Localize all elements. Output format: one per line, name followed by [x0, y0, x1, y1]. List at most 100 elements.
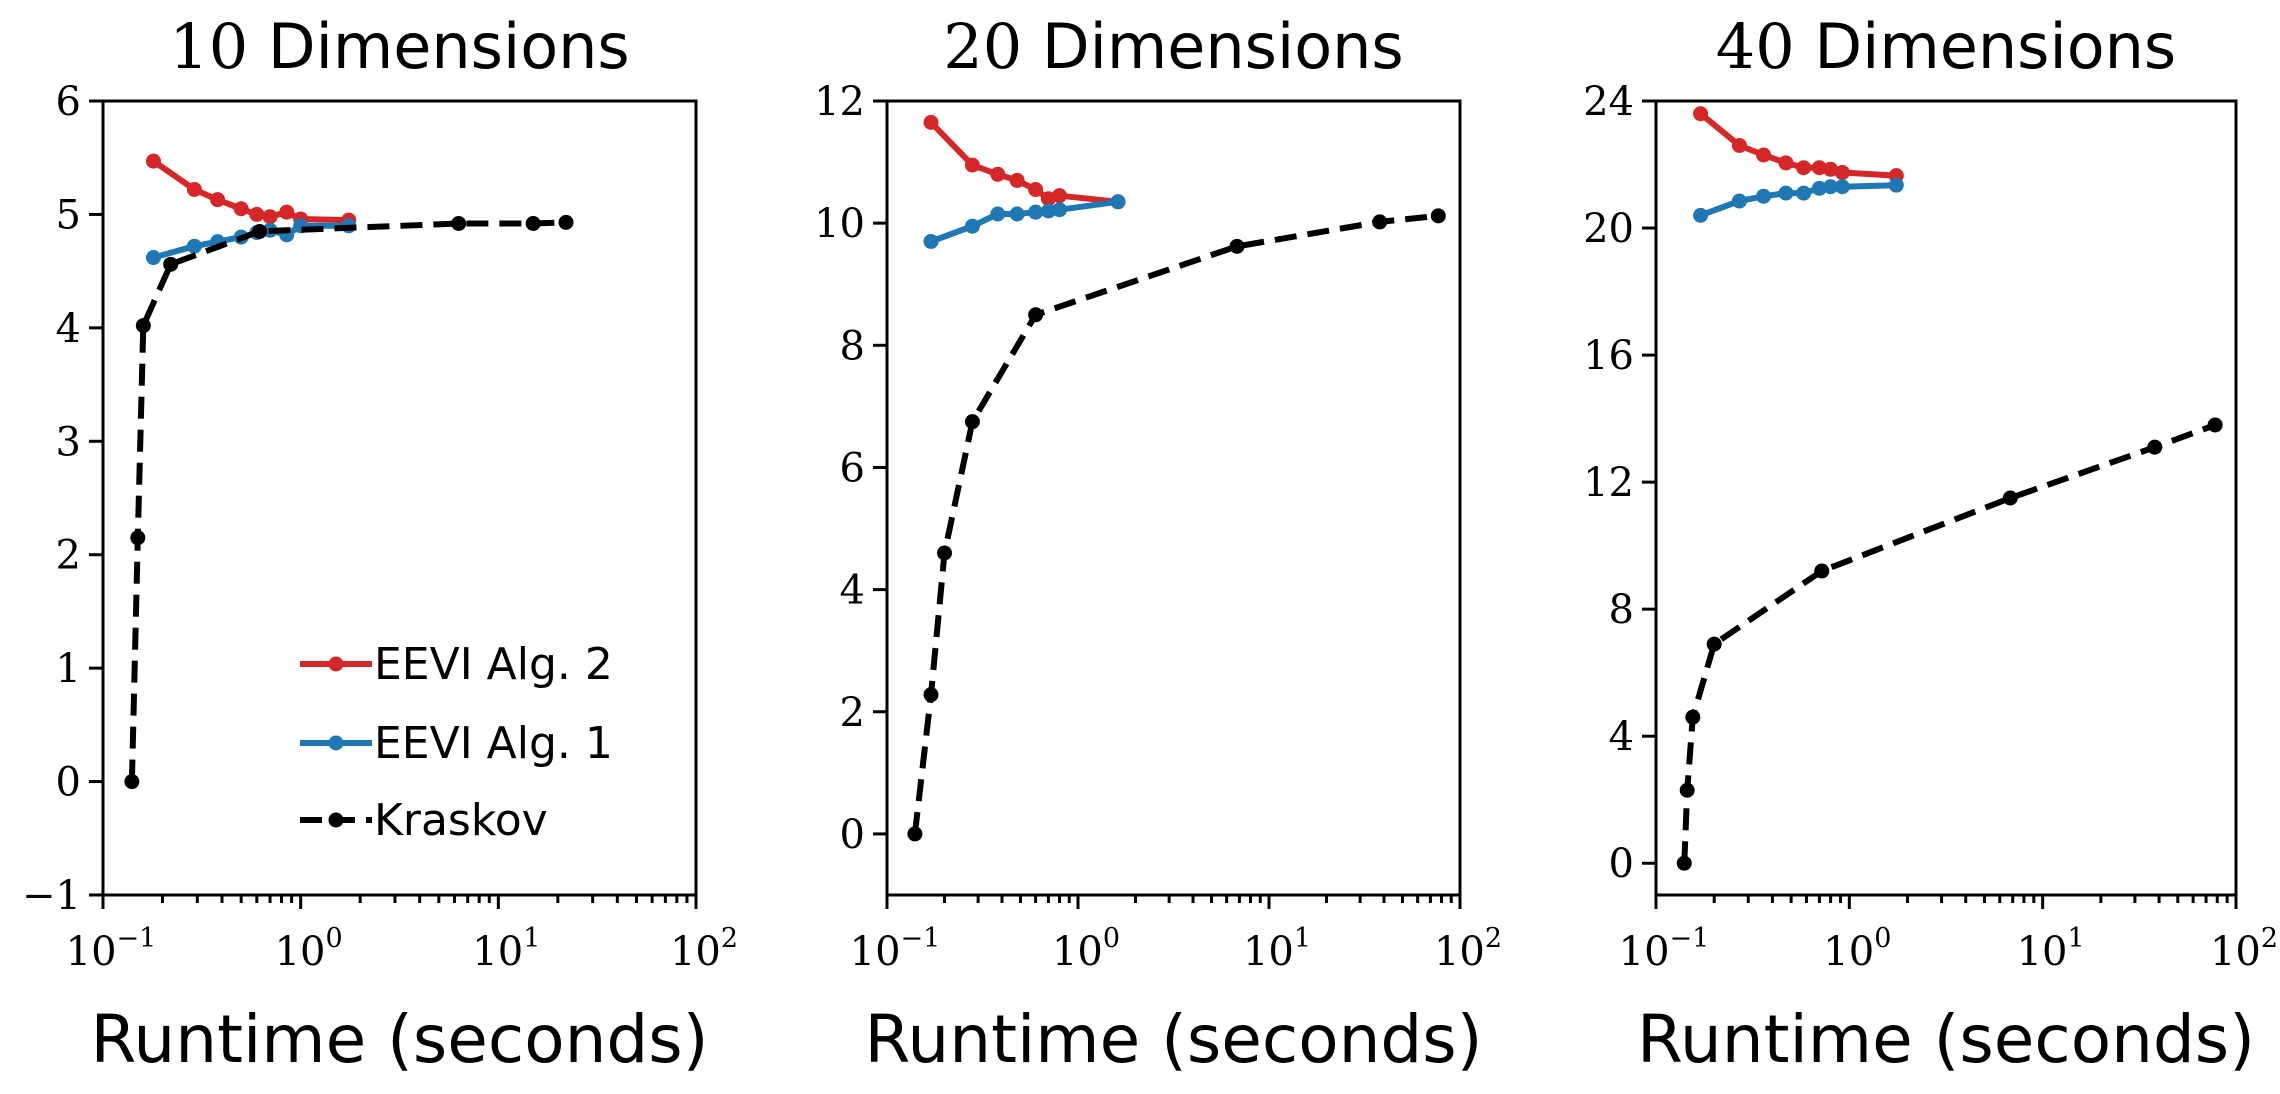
- data-point: [1888, 177, 1904, 193]
- data-point: [1834, 179, 1850, 195]
- series-line-kraskov: [128, 219, 567, 782]
- data-point: [2002, 490, 2018, 506]
- data-point: [1706, 636, 1722, 652]
- x-tick-base: 10: [1434, 929, 1485, 975]
- y-tick-label: 24: [1583, 79, 1634, 125]
- legend-label: Kraskov: [374, 795, 548, 846]
- legend-swatch-marker: [328, 656, 344, 672]
- data-point: [936, 545, 952, 561]
- y-tick-label: 0: [1609, 841, 1634, 887]
- x-tick-label: 100: [1823, 923, 1891, 975]
- chart-title-text: Dimensions: [1814, 10, 2176, 83]
- x-tick-exponent: 2: [721, 923, 738, 954]
- data-point: [1685, 709, 1701, 725]
- data-point: [210, 192, 226, 208]
- data-point: [145, 153, 161, 169]
- x-axis-label: Runtime (seconds): [865, 1001, 1483, 1078]
- data-point: [451, 216, 467, 232]
- x-tick-exponent: −1: [117, 923, 157, 954]
- series-line-eevi-alg-2: [928, 120, 1119, 205]
- y-tick-label: 8: [1609, 587, 1634, 633]
- x-tick-exponent: 0: [326, 923, 343, 954]
- axes-frame: [885, 99, 1462, 897]
- data-point: [2147, 439, 2163, 455]
- x-tick-base: 10: [2017, 929, 2068, 975]
- x-axis-label: Runtime (seconds): [91, 1001, 709, 1078]
- data-point: [1731, 137, 1747, 153]
- data-point: [923, 114, 939, 130]
- x-tick-base: 10: [275, 929, 326, 975]
- data-point: [1796, 185, 1812, 201]
- x-tick-label: 101: [2017, 923, 2085, 975]
- x-tick-label: 10−1: [66, 923, 157, 975]
- series-line-kraskov: [911, 212, 1439, 835]
- data-point: [1823, 179, 1839, 195]
- x-tick-exponent: 2: [1485, 923, 1502, 954]
- data-point: [990, 206, 1006, 222]
- data-point: [923, 687, 939, 703]
- data-point: [907, 826, 923, 842]
- legend-swatch-marker: [328, 812, 344, 828]
- x-tick-base: 10: [1243, 929, 1294, 975]
- y-tick-label: 0: [56, 760, 81, 806]
- data-point: [525, 216, 541, 232]
- data-point: [249, 206, 265, 222]
- data-point: [923, 233, 939, 249]
- x-tick-label: 102: [2210, 923, 2278, 975]
- data-point: [990, 166, 1006, 182]
- x-axis-label: Runtime (seconds): [1637, 1001, 2255, 1078]
- x-tick-exponent: 1: [1294, 923, 1311, 954]
- x-tick-base: 10: [670, 929, 721, 975]
- data-point: [1229, 238, 1245, 254]
- data-point: [1796, 160, 1812, 176]
- x-tick-exponent: 1: [2068, 923, 2085, 954]
- data-point: [1811, 180, 1827, 196]
- data-point: [163, 256, 179, 272]
- y-tick-label: 6: [56, 79, 81, 125]
- y-tick-label: 2: [840, 690, 865, 736]
- x-tick-base: 10: [1619, 929, 1670, 975]
- x-tick-label: 101: [1243, 923, 1311, 975]
- x-tick-label: 100: [275, 923, 343, 975]
- data-point: [1823, 161, 1839, 177]
- x-tick-exponent: 2: [2261, 923, 2278, 954]
- data-point: [1679, 782, 1695, 798]
- y-tick-label: 2: [56, 533, 81, 579]
- data-point: [2207, 417, 2223, 433]
- axes-frame: [101, 99, 698, 897]
- y-tick-label: 12: [1583, 460, 1634, 506]
- data-point: [130, 530, 146, 546]
- x-tick-exponent: 0: [1103, 923, 1120, 954]
- data-point: [964, 218, 980, 234]
- data-point: [1028, 204, 1044, 220]
- data-point: [135, 318, 151, 334]
- x-tick-base: 10: [472, 929, 523, 975]
- x-tick-label: 102: [1434, 923, 1502, 975]
- axes-frame: [1654, 99, 2238, 897]
- x-tick-label: 10−1: [1619, 923, 1710, 975]
- x-tick-label: 100: [1052, 923, 1120, 975]
- y-tick-label: 20: [1583, 206, 1634, 252]
- data-point: [1693, 106, 1709, 122]
- data-point: [1834, 164, 1850, 180]
- series-line-eevi-alg-1: [929, 198, 1119, 245]
- data-point: [1009, 206, 1025, 222]
- y-tick-label: 1: [56, 646, 81, 692]
- chart-title: 40 Dimensions: [1716, 10, 2176, 83]
- data-point: [1814, 563, 1830, 579]
- x-tick-exponent: −1: [1670, 923, 1710, 954]
- chart-title-text: Dimensions: [1042, 10, 1404, 83]
- data-point: [1430, 208, 1446, 224]
- data-point: [1009, 172, 1025, 188]
- data-point: [964, 157, 980, 173]
- chart-title-number: 20: [943, 10, 1022, 83]
- y-tick-label: 3: [56, 419, 81, 465]
- data-point: [1028, 182, 1044, 198]
- x-tick-exponent: 1: [523, 923, 540, 954]
- data-point: [1110, 194, 1126, 210]
- data-point: [233, 201, 249, 217]
